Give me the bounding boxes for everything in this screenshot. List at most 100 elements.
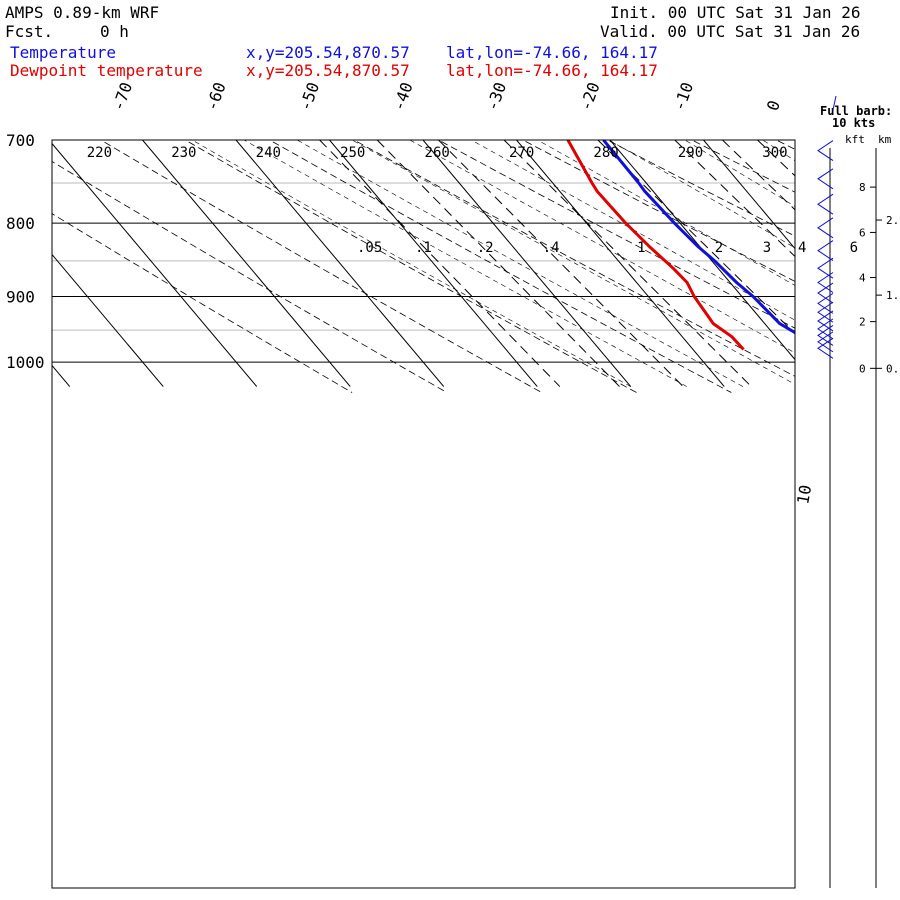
wind-barb xyxy=(817,310,834,332)
isotherm-line xyxy=(422,140,632,387)
wind-barb xyxy=(817,337,834,359)
wind-speed-label: 10 xyxy=(793,483,815,505)
temperature-latlon: lat,lon=-74.66, 164.17 xyxy=(446,43,658,62)
temperature-profile xyxy=(602,140,795,335)
wind-barb xyxy=(817,331,834,353)
dewpoint-xy: x,y=205.54,870.57 xyxy=(246,61,410,80)
dry-adiabat xyxy=(268,140,732,393)
kft-tick-label: 0 xyxy=(859,362,866,375)
dry-adiabat xyxy=(842,131,900,393)
kft-label: kft xyxy=(845,133,865,146)
dry-adiabat xyxy=(100,140,542,393)
moist-adiabat xyxy=(409,140,795,354)
adiabat-label: 270 xyxy=(509,145,534,161)
height-axis: kft km 8 6 4 2 0 2. 1. 0. xyxy=(829,133,899,888)
adiabat-label: 250 xyxy=(340,145,365,161)
wind-barb xyxy=(817,292,834,314)
fcst-value: 0 h xyxy=(100,22,129,41)
isotherm-label: -30 xyxy=(482,80,510,114)
mixing-ratio-line xyxy=(503,140,752,387)
moist-adiabat xyxy=(684,140,795,207)
adiabat-label: 300 xyxy=(762,145,787,161)
dewpoint-latlon: lat,lon=-74.66, 164.17 xyxy=(446,61,658,80)
moist-adiabat xyxy=(829,133,900,387)
profiles xyxy=(566,140,795,351)
temperature-legend: Temperature xyxy=(10,43,116,62)
fcst-label: Fcst. xyxy=(5,22,54,41)
mixing-ratio-line xyxy=(674,140,795,258)
minor-isobars xyxy=(52,182,795,331)
adiabat-label: 230 xyxy=(171,145,196,161)
wind-barb xyxy=(817,240,834,261)
dewpoint-legend: Dewpoint temperature xyxy=(10,61,203,80)
adiabat-label: 220 xyxy=(87,145,112,161)
mixing-ratio-line xyxy=(319,140,561,387)
isotherm-line xyxy=(52,253,164,387)
temperature-xy: x,y=205.54,870.57 xyxy=(246,43,410,62)
isotherm-line xyxy=(52,142,258,387)
model-title: AMPS 0.89-km WRF xyxy=(5,3,160,22)
moist-adiabat xyxy=(191,140,631,387)
isotherm-label: -60 xyxy=(202,80,230,114)
moist-adiabat xyxy=(243,140,687,387)
wind-barb xyxy=(817,193,834,215)
mixing-ratio-line xyxy=(809,140,900,387)
wind-barb xyxy=(817,217,834,239)
mixing-ratio-label: 2 xyxy=(715,240,723,256)
isotherm-label: -50 xyxy=(295,80,323,114)
kft-tick-label: 8 xyxy=(859,181,866,194)
km-tick-label: 1. xyxy=(886,289,899,302)
kft-tick-label: 2 xyxy=(859,316,866,329)
mixing-ratio-line xyxy=(376,140,620,387)
mixing-ratio-label: 4 xyxy=(798,240,806,256)
wind-barb xyxy=(817,301,834,323)
pressure-label: 800 xyxy=(6,214,35,233)
adiabat-label: 280 xyxy=(593,145,618,161)
isotherms xyxy=(52,140,900,387)
dewpoint-profile xyxy=(566,140,745,351)
dry-adiabat xyxy=(52,213,353,393)
wind-barbs: Full barb:10 kts 10 xyxy=(793,95,892,506)
isotherm-label: -70 xyxy=(108,80,136,114)
mixing-ratio-label: 6 xyxy=(850,240,858,256)
mixing-ratio-line xyxy=(876,140,900,387)
isotherm-label: -40 xyxy=(389,80,417,114)
isotherm-line xyxy=(703,140,795,250)
adiabat-label: 290 xyxy=(678,145,703,161)
moist-adiabat xyxy=(470,140,795,321)
moist-adiabat xyxy=(608,140,795,249)
wind-barb xyxy=(817,324,834,346)
wind-barb xyxy=(817,257,834,279)
moist-adiabats xyxy=(191,133,900,387)
plot-frame xyxy=(51,139,796,889)
isotherm-label: -20 xyxy=(576,80,604,114)
wind-barb xyxy=(817,168,834,190)
mixing-ratio-label: 1 xyxy=(637,240,645,256)
isotherm-line xyxy=(142,140,351,387)
isotherm-label: 0 xyxy=(763,98,784,114)
adiabat-label: 260 xyxy=(425,145,450,161)
wind-barb xyxy=(817,272,834,293)
isotherm-line xyxy=(609,140,795,361)
km-label: km xyxy=(878,133,892,146)
mixing-ratio-label: .2 xyxy=(477,240,494,256)
isotherm-line xyxy=(235,140,445,387)
kft-tick-label: 4 xyxy=(859,272,866,285)
mixing-ratio-lines xyxy=(319,140,900,387)
mixing-ratio-label: .4 xyxy=(543,240,560,256)
pressure-label: 1000 xyxy=(6,353,45,372)
isotherm-line xyxy=(797,140,900,387)
adiabat-label: 240 xyxy=(256,145,281,161)
dry-adiabat xyxy=(522,140,795,282)
mixing-ratio-label: .1 xyxy=(415,240,432,256)
dry-adiabat xyxy=(775,140,795,150)
init-time: Init. 00 UTC Sat 31 Jan 26 xyxy=(610,3,861,22)
isotherm-line xyxy=(516,140,725,387)
pressure-label: 700 xyxy=(6,131,35,150)
dry-adiabats xyxy=(52,131,900,393)
mixing-ratio-label: .05 xyxy=(357,240,382,256)
barb-legend-value: 10 kts xyxy=(832,116,875,130)
barb-legend-icon xyxy=(832,95,837,111)
